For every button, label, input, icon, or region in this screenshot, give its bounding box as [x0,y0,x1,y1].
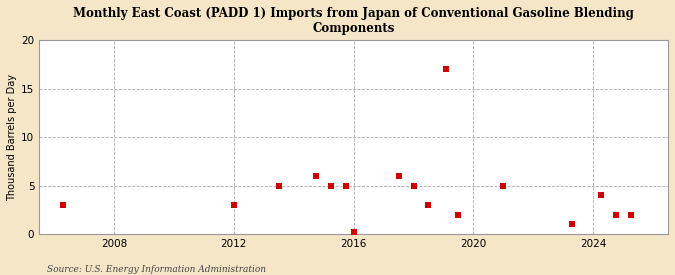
Point [567,222,578,226]
Point [326,183,337,188]
Point [310,174,321,178]
Point [453,212,464,217]
Point [228,203,239,207]
Point [610,212,621,217]
Point [498,183,509,188]
Point [441,67,452,72]
Y-axis label: Thousand Barrels per Day: Thousand Barrels per Day [7,74,17,200]
Text: Source: U.S. Energy Information Administration: Source: U.S. Energy Information Administ… [47,265,266,274]
Point [625,212,636,217]
Point [341,183,352,188]
Point [408,183,419,188]
Title: Monthly East Coast (PADD 1) Imports from Japan of Conventional Gasoline Blending: Monthly East Coast (PADD 1) Imports from… [73,7,634,35]
Point [273,183,284,188]
Point [423,203,434,207]
Point [393,174,404,178]
Point [348,230,359,234]
Point [595,193,606,197]
Point [58,203,69,207]
